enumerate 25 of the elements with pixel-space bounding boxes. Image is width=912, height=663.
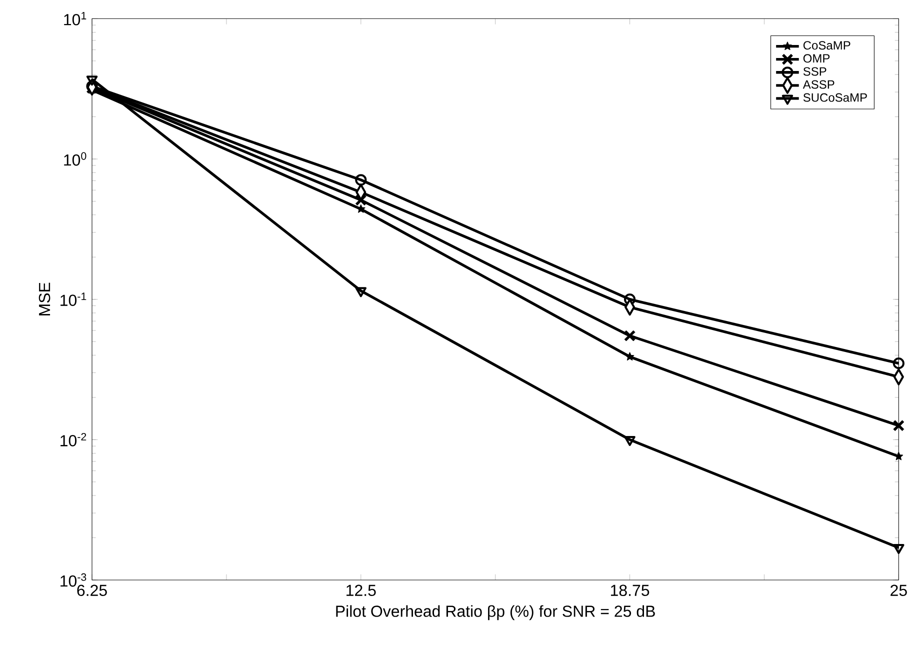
legend-label: ASSP	[802, 80, 834, 89]
point	[624, 436, 636, 446]
x-tick-label: 18.75	[610, 584, 650, 596]
x-tick-label: 6.25	[77, 584, 107, 596]
point	[356, 204, 366, 213]
y-tick-label: 10$^{-1}$	[60, 292, 86, 306]
x-axis-title: Pilot Overhead Ratio βp (%) for SNR = 25 dB	[336, 605, 655, 620]
legend-label: SUCoSaMP	[803, 93, 867, 102]
y-axis-title: MSE	[38, 282, 50, 316]
x-tick-label: 12.5	[346, 584, 376, 596]
point	[893, 544, 904, 554]
legend-label: OMP	[803, 54, 830, 63]
point	[355, 287, 367, 298]
y-tick-label: 10$^{0}$	[64, 152, 86, 166]
point	[625, 352, 634, 361]
point	[624, 330, 636, 342]
point	[893, 420, 904, 432]
point	[624, 294, 636, 306]
point	[355, 174, 367, 186]
y-tick-label: 10$^{1}$	[64, 12, 86, 26]
legend-label: SSP	[803, 67, 826, 76]
point	[892, 358, 904, 370]
legend-label: CoSaMP	[803, 41, 850, 50]
x-tick-label: 25	[890, 584, 907, 596]
y-tick-label: 10$^{-2}$	[60, 433, 86, 447]
